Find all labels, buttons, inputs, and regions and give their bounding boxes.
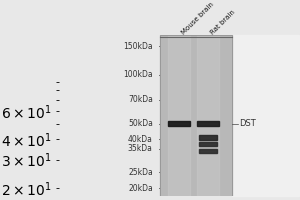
Bar (197, 35, 219, 196)
Text: 40kDa: 40kDa (128, 135, 153, 144)
Bar (160, 35, 232, 196)
Text: 35kDa: 35kDa (128, 144, 153, 153)
Text: Mouse brain: Mouse brain (180, 1, 215, 35)
Text: 150kDa: 150kDa (123, 42, 153, 51)
Text: 25kDa: 25kDa (128, 168, 153, 177)
Bar (160, 35, 232, 196)
Bar (199, 149, 217, 153)
Bar (197, 121, 219, 126)
Text: Rat brain: Rat brain (209, 8, 236, 35)
Text: 100kDa: 100kDa (123, 70, 153, 79)
Bar (199, 142, 217, 146)
Text: 70kDa: 70kDa (128, 95, 153, 104)
Text: 50kDa: 50kDa (128, 119, 153, 128)
Bar (232, 35, 299, 196)
Bar (168, 121, 190, 126)
Text: 20kDa: 20kDa (128, 184, 153, 193)
Text: DST: DST (239, 119, 256, 128)
Bar (199, 135, 217, 140)
Bar (168, 35, 190, 196)
Bar (59, 35, 160, 196)
